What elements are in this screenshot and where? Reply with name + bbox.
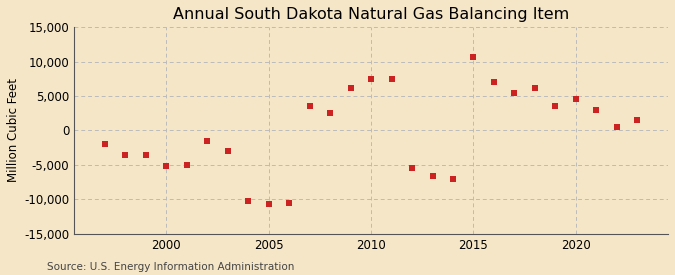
Point [161,164,171,169]
Point [550,104,561,109]
Point [529,86,540,90]
Point [263,202,274,206]
Point [406,166,417,170]
Point [304,104,315,109]
Point [386,77,397,81]
Point [366,77,377,81]
Point [591,108,602,112]
Point [427,174,438,178]
Point [120,152,131,157]
Point [509,91,520,95]
Point [325,111,335,116]
Point [99,142,110,147]
Point [612,125,622,129]
Y-axis label: Million Cubic Feet: Million Cubic Feet [7,78,20,183]
Point [243,199,254,203]
Point [448,177,458,181]
Point [202,139,213,143]
Point [140,152,151,157]
Point [284,201,294,206]
Point [570,97,581,101]
Text: Source: U.S. Energy Information Administration: Source: U.S. Energy Information Administ… [47,262,294,272]
Point [489,80,500,84]
Point [468,55,479,59]
Point [632,118,643,122]
Point [222,149,233,153]
Title: Annual South Dakota Natural Gas Balancing Item: Annual South Dakota Natural Gas Balancin… [173,7,569,22]
Point [345,86,356,90]
Point [182,163,192,167]
